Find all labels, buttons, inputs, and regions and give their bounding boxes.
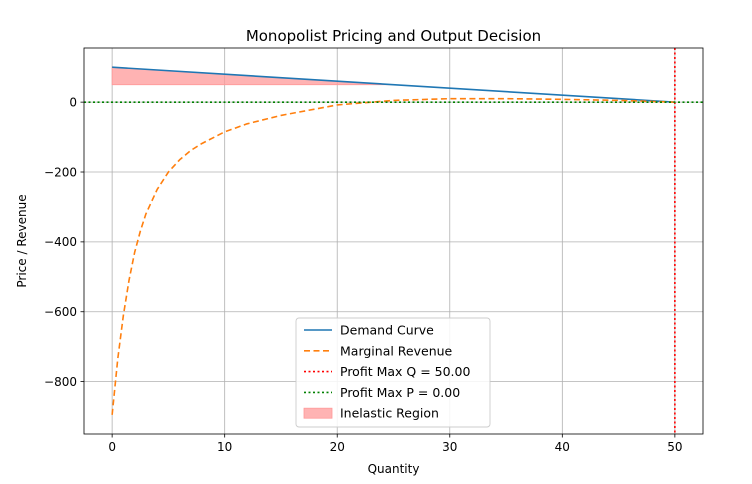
demand-curve-line xyxy=(112,66,675,103)
x-axis-label: Quantity xyxy=(368,462,420,476)
y-tick-label: −600 xyxy=(44,305,77,319)
plot-series xyxy=(84,48,703,434)
legend-inelastic-region-label: Inelastic Region xyxy=(340,406,439,421)
y-tick-label: −200 xyxy=(44,165,77,179)
legend-profit-max-p-label: Profit Max P = 0.00 xyxy=(340,385,460,400)
x-tick-label: 40 xyxy=(555,440,570,454)
x-tick-label: 10 xyxy=(217,440,232,454)
y-tick-label: −400 xyxy=(44,235,77,249)
legend-marginal-revenue-label: Marginal Revenue xyxy=(340,343,453,358)
y-axis-label: Price / Revenue xyxy=(15,194,29,287)
legend-box xyxy=(295,317,491,428)
x-tick-label: 50 xyxy=(667,440,682,454)
legend-demand-curve-label: Demand Curve xyxy=(340,323,434,338)
marginal-revenue-line xyxy=(111,97,675,415)
x-tick-label: 20 xyxy=(330,440,345,454)
x-tick-label: 30 xyxy=(442,440,457,454)
x-tick-label: 0 xyxy=(108,440,116,454)
legend-profit-max-q-label: Profit Max Q = 50.00 xyxy=(340,364,470,379)
legend-inelastic-region-swatch xyxy=(303,407,333,419)
legend: Demand Curve Marginal Revenue Profit Max Q… xyxy=(295,317,491,428)
plot-area: 0 10 20 30 40 50 −800 −600 −400 −200 0 xyxy=(44,47,704,454)
chart-title: Monopolist Pricing and Output Decision xyxy=(246,27,541,45)
axes-frame xyxy=(83,47,704,435)
y-tick-label: −800 xyxy=(44,375,77,389)
y-tick-label: 0 xyxy=(69,95,77,109)
